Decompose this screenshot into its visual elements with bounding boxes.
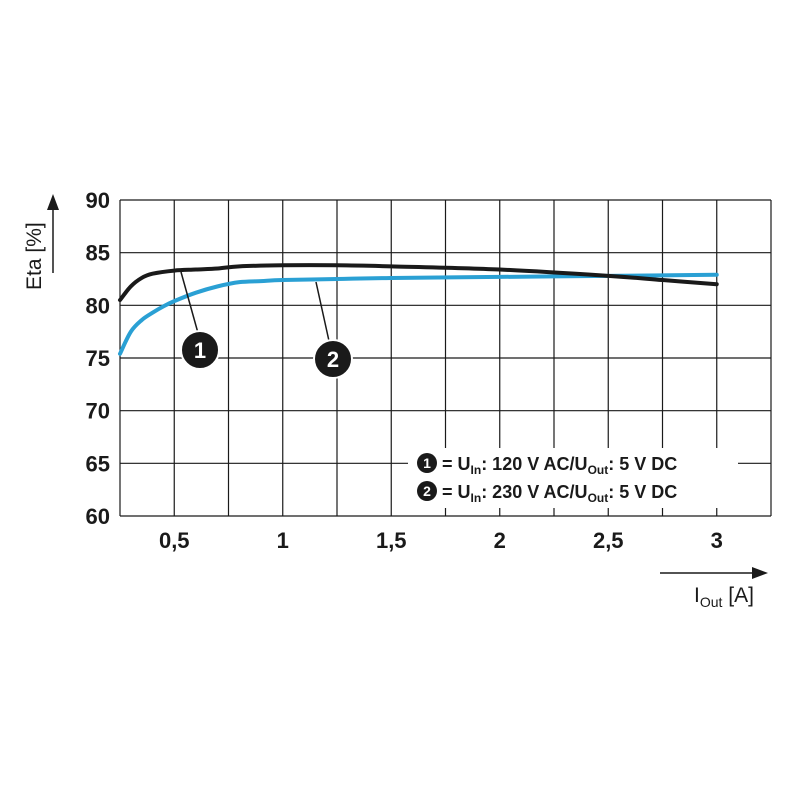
x-tick-label: 3: [711, 528, 723, 553]
legend-item-1-text: = UIn: 120 V AC/UOut: 5 V DC: [442, 454, 677, 477]
y-tick-label: 60: [86, 504, 110, 529]
x-axis-title-unit: [A]: [722, 584, 754, 607]
legend-item-2-in-sub: In: [471, 491, 482, 505]
legend-item-2-mid: : 230 V AC/U: [481, 482, 587, 502]
y-tick-label: 70: [86, 399, 110, 424]
legend-item-1-badge: [417, 453, 437, 473]
y-tick-label: 75: [86, 346, 110, 371]
series-2-line: [118, 272, 719, 356]
legend-item-1-in-sub: In: [471, 463, 482, 477]
legend-item-1-end: : 5 V DC: [608, 454, 677, 474]
grid: [119, 199, 772, 517]
x-axis-title-main: I: [694, 584, 700, 607]
callout-2-label: 2: [327, 347, 339, 372]
legend-item-2: 2 = UIn: 230 V AC/UOut: 5 V DC: [417, 481, 677, 505]
x-tick-label: 2,5: [593, 528, 624, 553]
legend-item-1: 1 = UIn: 120 V AC/UOut: 5 V DC: [417, 453, 677, 477]
y-axis-title: Eta [%]: [23, 222, 46, 290]
legend-item-2-badge: [417, 481, 437, 501]
legend: 1 = UIn: 120 V AC/UOut: 5 V DC 2 = UIn: …: [408, 448, 738, 508]
x-tick-labels: 0,5 1 1,5 2 2,5 3: [159, 528, 723, 553]
y-tick-labels: 60 65 70 75 80 85 90: [86, 188, 110, 529]
legend-item-2-out-sub: Out: [588, 491, 609, 505]
y-tick-label: 80: [86, 293, 110, 318]
callout-2-leader: [315, 281, 330, 342]
y-axis-title-group: Eta [%]: [23, 194, 59, 290]
series-1-line: [118, 263, 719, 303]
legend-item-1-eq: = U: [442, 454, 471, 474]
x-tick-label: 0,5: [159, 528, 190, 553]
callout-2-badge: [313, 339, 353, 379]
x-tick-label: 1: [277, 528, 289, 553]
legend-box: [408, 448, 738, 508]
callout-1-label: 1: [194, 338, 206, 363]
callout-2: 2: [313, 281, 353, 379]
x-axis-arrow-head: [752, 567, 768, 579]
series-layer: [118, 263, 719, 356]
legend-item-2-end: : 5 V DC: [608, 482, 677, 502]
y-tick-label: 90: [86, 188, 110, 213]
y-tick-label: 65: [86, 451, 110, 476]
legend-item-2-number: 2: [423, 483, 431, 499]
legend-item-2-eq: = U: [442, 482, 471, 502]
y-axis-arrow-head: [47, 194, 59, 210]
callout-1-leader: [180, 271, 199, 334]
y-tick-label: 85: [86, 241, 110, 266]
legend-item-1-number: 1: [423, 455, 431, 471]
callout-1-badge: [180, 330, 220, 370]
x-axis-title: IOut [A]: [694, 584, 754, 610]
legend-item-1-mid: : 120 V AC/U: [481, 454, 587, 474]
x-tick-label: 1,5: [376, 528, 407, 553]
callout-1: 1: [180, 271, 220, 370]
x-tick-label: 2: [494, 528, 506, 553]
x-axis-title-sub: Out: [700, 594, 723, 610]
x-axis-title-group: IOut [A]: [660, 567, 768, 610]
legend-item-2-text: = UIn: 230 V AC/UOut: 5 V DC: [442, 482, 677, 505]
legend-item-1-out-sub: Out: [588, 463, 609, 477]
